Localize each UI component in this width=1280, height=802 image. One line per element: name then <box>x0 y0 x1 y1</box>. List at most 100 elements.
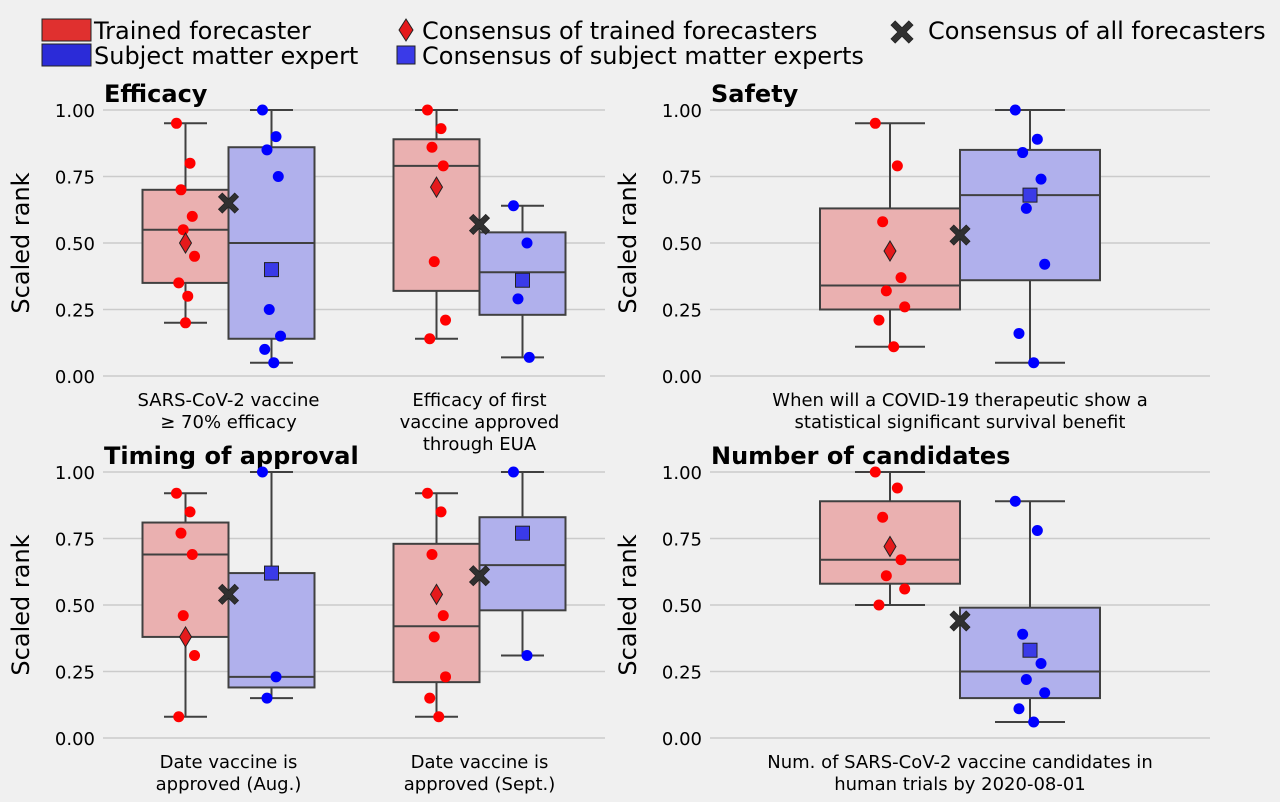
y-tick-label: 0.25 <box>55 301 95 322</box>
legend-label: Consensus of subject matter experts <box>422 42 864 70</box>
trained-data-point <box>899 583 911 595</box>
y-tick-label: 0.25 <box>662 301 702 322</box>
y-tick-label: 1.00 <box>55 101 95 122</box>
trained-data-point <box>189 650 201 662</box>
trained-data-point <box>186 210 198 222</box>
y-tick-label: 0.75 <box>662 168 702 189</box>
x-category-label: SARS-CoV-2 vaccine <box>138 390 320 411</box>
expert-box <box>959 148 1101 282</box>
legend-entry: Consensus of all forecasters <box>890 17 1266 45</box>
x-category-label: approved (Aug.) <box>156 774 302 795</box>
y-tick-label: 0.50 <box>55 596 95 617</box>
trained-data-point <box>440 314 452 326</box>
legend-square-marker <box>396 45 416 65</box>
y-axis-label: Scaled rank <box>7 172 35 313</box>
trained-data-point <box>177 610 189 622</box>
all-consensus-marker <box>468 565 491 587</box>
expert-data-point <box>259 343 271 355</box>
expert-data-point <box>1031 133 1043 145</box>
legend-entry: Consensus of subject matter experts <box>396 42 864 70</box>
trained-data-point <box>891 482 903 494</box>
y-tick-label: 0.25 <box>662 663 702 684</box>
expert-consensus-marker <box>264 565 279 581</box>
trained-data-point <box>173 277 185 289</box>
y-tick-label: 0.00 <box>55 729 95 750</box>
expert-data-point <box>1017 628 1029 640</box>
expert-data-point <box>261 144 273 156</box>
trained-data-point <box>873 599 885 611</box>
expert-data-point <box>507 466 519 478</box>
expert-data-point <box>507 200 519 212</box>
chart-panel: 0.00 0.25 0.50 0.75 1.00 Scaled rank Number of… <box>614 442 1210 795</box>
trained-data-point <box>424 333 436 345</box>
trained-data-point <box>899 301 911 313</box>
legend-diamond-marker <box>398 18 414 42</box>
expert-box <box>227 572 316 689</box>
expert-consensus-marker <box>264 262 279 278</box>
x-category-label: statistical significant survival benefit <box>795 412 1126 433</box>
trained-data-point <box>173 711 185 723</box>
trained-consensus-marker <box>883 240 897 262</box>
trained-box <box>392 542 481 684</box>
expert-data-point <box>1013 327 1025 339</box>
expert-data-point <box>270 671 282 683</box>
trained-data-point <box>170 487 182 499</box>
expert-data-point <box>521 650 533 662</box>
panel-title: Safety <box>711 80 799 108</box>
trained-consensus-marker <box>178 232 193 254</box>
expert-data-point <box>256 466 268 478</box>
trained-box <box>392 138 481 292</box>
x-category-label: ≥ 70% efficacy <box>160 412 297 433</box>
trained-data-point <box>880 285 892 297</box>
x-category-label: Efficacy of first <box>412 390 546 411</box>
all-consensus-marker <box>217 583 240 605</box>
trained-data-point <box>428 631 440 643</box>
expert-data-point <box>523 351 535 363</box>
x-category-label: Num. of SARS-CoV-2 vaccine candidates in <box>767 752 1152 773</box>
trained-data-point <box>433 711 445 723</box>
trained-data-point <box>869 117 881 129</box>
trained-data-point <box>877 216 889 228</box>
x-category-label: When will a COVID-19 therapeutic show a <box>772 390 1147 411</box>
trained-data-point <box>189 250 201 262</box>
expert-data-point <box>1035 173 1047 185</box>
legend-label: Trained forecaster <box>93 17 311 45</box>
trained-consensus-marker <box>429 176 444 199</box>
category-group: When will a COVID-19 therapeutic show as… <box>772 104 1148 433</box>
y-tick-label: 0.75 <box>55 530 95 551</box>
trained-data-point <box>435 506 447 518</box>
legend-entry: Subject matter expert <box>41 42 358 70</box>
category-group: Num. of SARS-CoV-2 vaccine candidates in… <box>767 466 1153 795</box>
expert-data-point <box>1028 716 1040 728</box>
expert-data-point <box>1028 357 1040 369</box>
expert-data-point <box>263 304 275 315</box>
y-axis-label: Scaled rank <box>614 172 642 313</box>
x-category-label: vaccine approved <box>400 412 560 433</box>
expert-data-point <box>268 357 280 369</box>
expert-data-point <box>1020 673 1032 685</box>
trained-data-point <box>175 527 187 539</box>
y-tick-label: 0.00 <box>55 367 95 388</box>
trained-data-point <box>421 104 433 116</box>
expert-data-point <box>261 692 273 704</box>
trained-data-point <box>180 317 191 329</box>
expert-data-point <box>275 330 287 342</box>
trained-data-point <box>426 548 438 560</box>
legend-x-marker <box>890 20 914 44</box>
expert-data-point <box>1035 658 1047 670</box>
expert-data-point <box>1009 495 1021 507</box>
category-group: SARS-CoV-2 vaccine≥ 70% efficacy <box>138 104 320 433</box>
panel-title: Efficacy <box>104 80 208 108</box>
y-axis-label: Scaled rank <box>7 534 35 675</box>
trained-data-point <box>437 160 449 172</box>
trained-data-point <box>184 157 196 169</box>
expert-data-point <box>256 104 268 116</box>
x-category-label: Date vaccine is <box>411 752 549 773</box>
legend-swatch <box>41 43 92 67</box>
trained-data-point <box>880 570 892 582</box>
trained-data-point <box>184 506 196 518</box>
